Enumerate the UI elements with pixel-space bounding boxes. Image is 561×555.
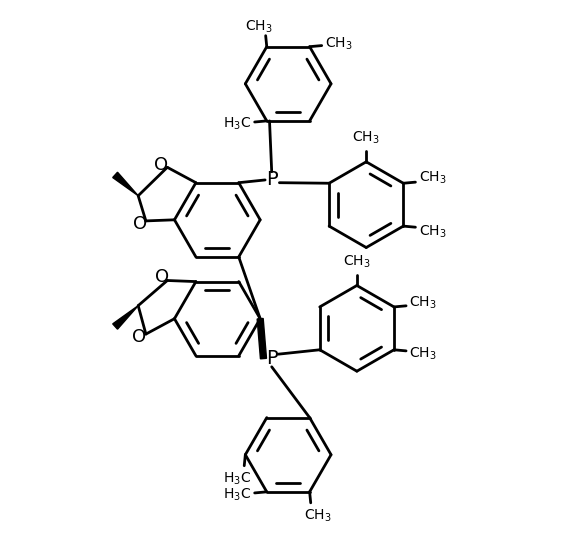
Text: H$_3$C: H$_3$C: [223, 115, 251, 132]
Text: CH$_3$: CH$_3$: [343, 254, 371, 270]
Text: CH$_3$: CH$_3$: [419, 169, 447, 186]
Polygon shape: [113, 172, 138, 196]
Text: P: P: [266, 170, 278, 189]
Text: CH$_3$: CH$_3$: [304, 507, 332, 523]
Text: CH$_3$: CH$_3$: [410, 294, 437, 311]
Text: O: O: [154, 155, 168, 174]
Text: CH$_3$: CH$_3$: [245, 18, 272, 34]
Polygon shape: [257, 319, 266, 359]
Polygon shape: [113, 306, 138, 329]
Text: H$_3$C: H$_3$C: [223, 470, 251, 487]
Text: CH$_3$: CH$_3$: [419, 224, 447, 240]
Text: CH$_3$: CH$_3$: [410, 346, 437, 362]
Text: CH$_3$: CH$_3$: [325, 36, 353, 52]
Text: CH$_3$: CH$_3$: [352, 130, 380, 147]
Text: O: O: [155, 268, 169, 286]
Text: H$_3$C: H$_3$C: [223, 486, 251, 503]
Text: O: O: [132, 328, 146, 346]
Text: O: O: [134, 215, 148, 233]
Text: P: P: [266, 349, 278, 368]
